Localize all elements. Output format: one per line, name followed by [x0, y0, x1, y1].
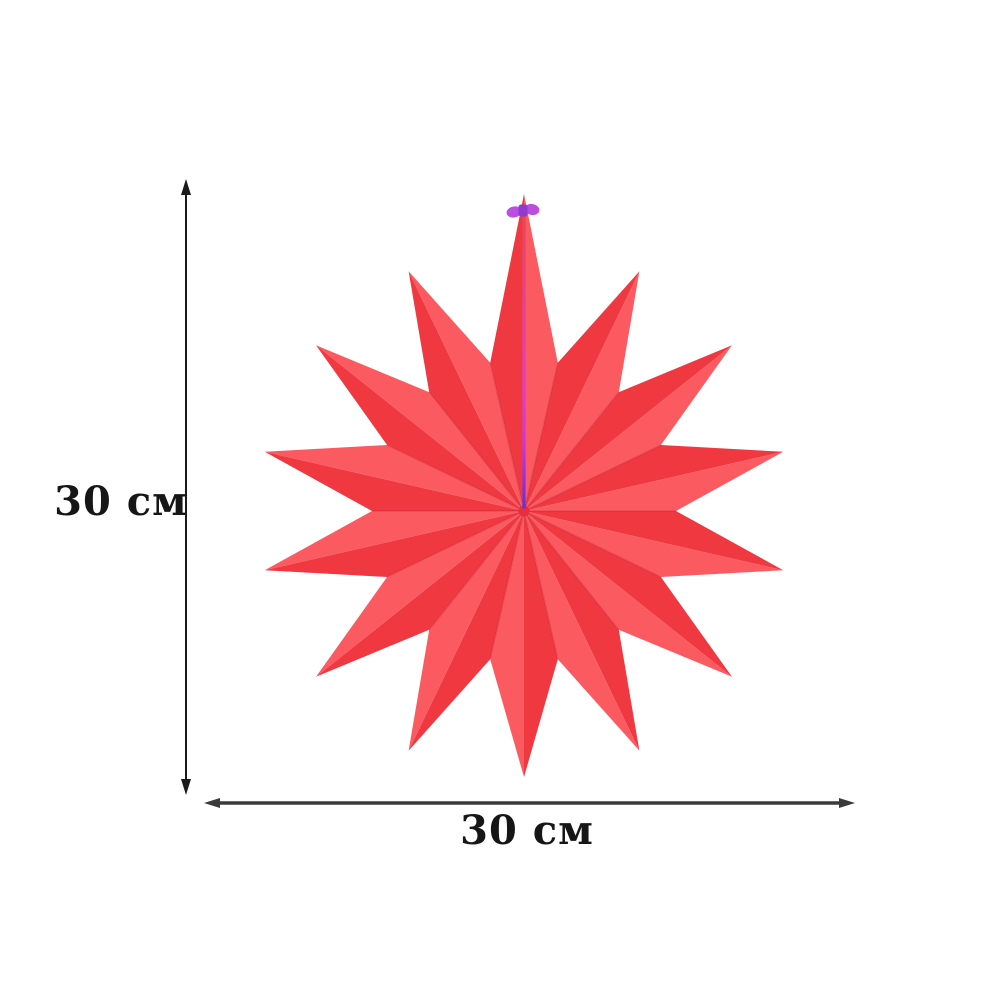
width-dimension-arrow [204, 798, 855, 808]
height-dimension-arrow [181, 179, 191, 795]
height-dimension-label: 30 см [54, 478, 188, 525]
paper-star-image [264, 194, 784, 777]
width-dimension-label: 30 см [460, 807, 594, 854]
ribbon-knot [506, 203, 540, 218]
